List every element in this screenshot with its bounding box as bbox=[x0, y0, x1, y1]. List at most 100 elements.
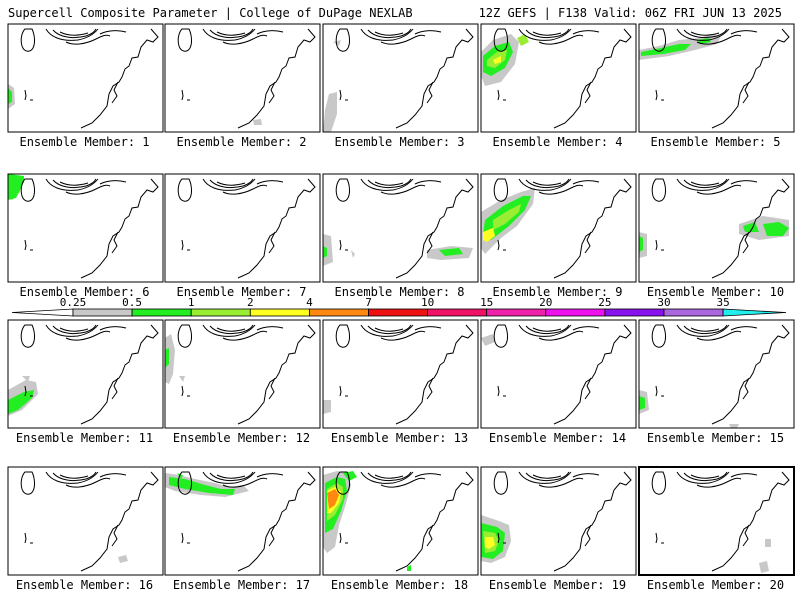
member-map-12 bbox=[164, 319, 321, 429]
member-map-15 bbox=[638, 319, 795, 429]
member-label-14: Ensemble Member: 14 bbox=[488, 431, 627, 445]
panel-frame-10 bbox=[638, 173, 795, 283]
scp-shading-12-2 bbox=[179, 376, 185, 382]
member-panel-10 bbox=[638, 173, 795, 283]
member-map-5 bbox=[638, 23, 795, 133]
panel-frame-1 bbox=[7, 23, 164, 133]
member-label-2: Ensemble Member: 2 bbox=[176, 135, 307, 149]
scp-shading-4-4 bbox=[517, 34, 529, 46]
scp-shading-11-1 bbox=[8, 390, 34, 414]
scp-shading-1-1 bbox=[8, 88, 12, 104]
colorbar-label-8: 20 bbox=[539, 296, 553, 309]
panel-frame-11 bbox=[7, 319, 164, 429]
member-label-18: Ensemble Member: 18 bbox=[330, 578, 469, 592]
colorbar-label-7: 15 bbox=[480, 296, 494, 309]
colorbar-segment-4 bbox=[308, 308, 369, 317]
colorbar-tip-left bbox=[11, 308, 74, 317]
panel-frame-2 bbox=[164, 23, 321, 133]
member-map-7 bbox=[164, 173, 321, 283]
member-panel-15 bbox=[638, 319, 795, 429]
member-panel-20 bbox=[638, 466, 795, 576]
scp-shading-3-1 bbox=[333, 40, 341, 46]
colorbar-label-4: 4 bbox=[306, 296, 313, 309]
member-label-17: Ensemble Member: 17 bbox=[172, 578, 311, 592]
member-label-11: Ensemble Member: 11 bbox=[15, 431, 154, 445]
panel-frame-8 bbox=[322, 173, 479, 283]
scp-shading-4-3 bbox=[493, 56, 501, 64]
scp-shading-2-0 bbox=[253, 119, 262, 125]
scp-shading-18-5 bbox=[343, 471, 357, 481]
panel-frame-14 bbox=[480, 319, 637, 429]
panel-frame-18 bbox=[322, 466, 479, 576]
scp-shading-8-3 bbox=[439, 248, 463, 256]
panel-frame-6 bbox=[7, 173, 164, 283]
scp-shading-5-1 bbox=[641, 44, 691, 56]
member-panel-9 bbox=[480, 173, 637, 283]
colorbar-label-6: 10 bbox=[420, 296, 435, 309]
scp-shading-10-4 bbox=[763, 222, 789, 236]
header-title: Supercell Composite Parameter | College … bbox=[8, 6, 413, 20]
colorbar-label-1: 0.5 bbox=[122, 296, 143, 309]
colorbar-label-3: 2 bbox=[246, 296, 254, 309]
member-map-6 bbox=[7, 173, 164, 283]
member-label-8: Ensemble Member: 8 bbox=[334, 285, 465, 299]
member-panel-16 bbox=[7, 466, 164, 576]
colorbar-segment-5 bbox=[368, 308, 428, 317]
panel-frame-15 bbox=[638, 319, 795, 429]
member-map-9 bbox=[480, 173, 637, 283]
panel-frame-17 bbox=[164, 466, 321, 576]
member-panel-12 bbox=[164, 319, 321, 429]
colorbar bbox=[11, 308, 787, 317]
member-map-1 bbox=[7, 23, 164, 133]
scp-shading-13-0 bbox=[323, 400, 331, 414]
scp-shading-17-1 bbox=[169, 477, 235, 495]
scp-shading-10-3 bbox=[743, 222, 759, 232]
panel-frame-7 bbox=[164, 173, 321, 283]
scp-shading-16-0 bbox=[118, 555, 128, 563]
colorbar-label-10: 30 bbox=[657, 296, 671, 309]
member-label-6: Ensemble Member: 6 bbox=[19, 285, 150, 299]
header-valid-time: 12Z GEFS | F138 Valid: 06Z FRI JUN 13 20… bbox=[478, 6, 782, 20]
colorbar-label-11: 35 bbox=[716, 296, 730, 309]
scp-shading-6-1 bbox=[8, 174, 24, 200]
member-panel-18 bbox=[322, 466, 479, 576]
member-map-17 bbox=[164, 466, 321, 576]
scp-shading-10-1 bbox=[639, 236, 643, 252]
scp-shading-19-3 bbox=[485, 537, 495, 549]
panel-frame-3 bbox=[322, 23, 479, 133]
member-label-15: Ensemble Member: 15 bbox=[646, 431, 785, 445]
member-map-2 bbox=[164, 23, 321, 133]
member-map-3 bbox=[322, 23, 479, 133]
member-map-19 bbox=[480, 466, 637, 576]
scp-shading-15-2 bbox=[729, 424, 739, 428]
member-label-10: Ensemble Member: 10 bbox=[646, 285, 785, 299]
panel-frame-20 bbox=[638, 466, 795, 576]
colorbar-segment-10 bbox=[663, 308, 724, 317]
panel-frame-4 bbox=[480, 23, 637, 133]
member-map-20 bbox=[638, 466, 795, 576]
colorbar-label-0: 0.25 bbox=[59, 296, 87, 309]
member-label-3: Ensemble Member: 3 bbox=[334, 135, 465, 149]
panel-frame-9 bbox=[480, 173, 637, 283]
colorbar-segment-6 bbox=[427, 308, 488, 317]
scp-shading-8-0 bbox=[323, 234, 333, 266]
member-label-5: Ensemble Member: 5 bbox=[650, 135, 781, 149]
colorbar-segment-1 bbox=[131, 308, 192, 317]
scp-shading-11-2 bbox=[22, 376, 30, 382]
scp-shading-15-1 bbox=[639, 396, 645, 410]
colorbar-segment-3 bbox=[249, 308, 310, 317]
colorbar-segment-2 bbox=[190, 308, 251, 317]
member-panel-6 bbox=[7, 173, 164, 283]
member-label-20: Ensemble Member: 20 bbox=[646, 578, 785, 592]
colorbar-segment-0 bbox=[72, 308, 133, 317]
scp-shading-8-1 bbox=[323, 246, 327, 258]
member-panel-5 bbox=[638, 23, 795, 133]
member-map-18 bbox=[322, 466, 479, 576]
member-panel-1 bbox=[7, 23, 164, 133]
member-panel-13 bbox=[322, 319, 479, 429]
panel-frame-13 bbox=[322, 319, 479, 429]
member-label-9: Ensemble Member: 9 bbox=[492, 285, 623, 299]
member-panel-2 bbox=[164, 23, 321, 133]
scp-shading-14-0 bbox=[481, 334, 495, 346]
scp-shading-9-2 bbox=[493, 204, 521, 230]
